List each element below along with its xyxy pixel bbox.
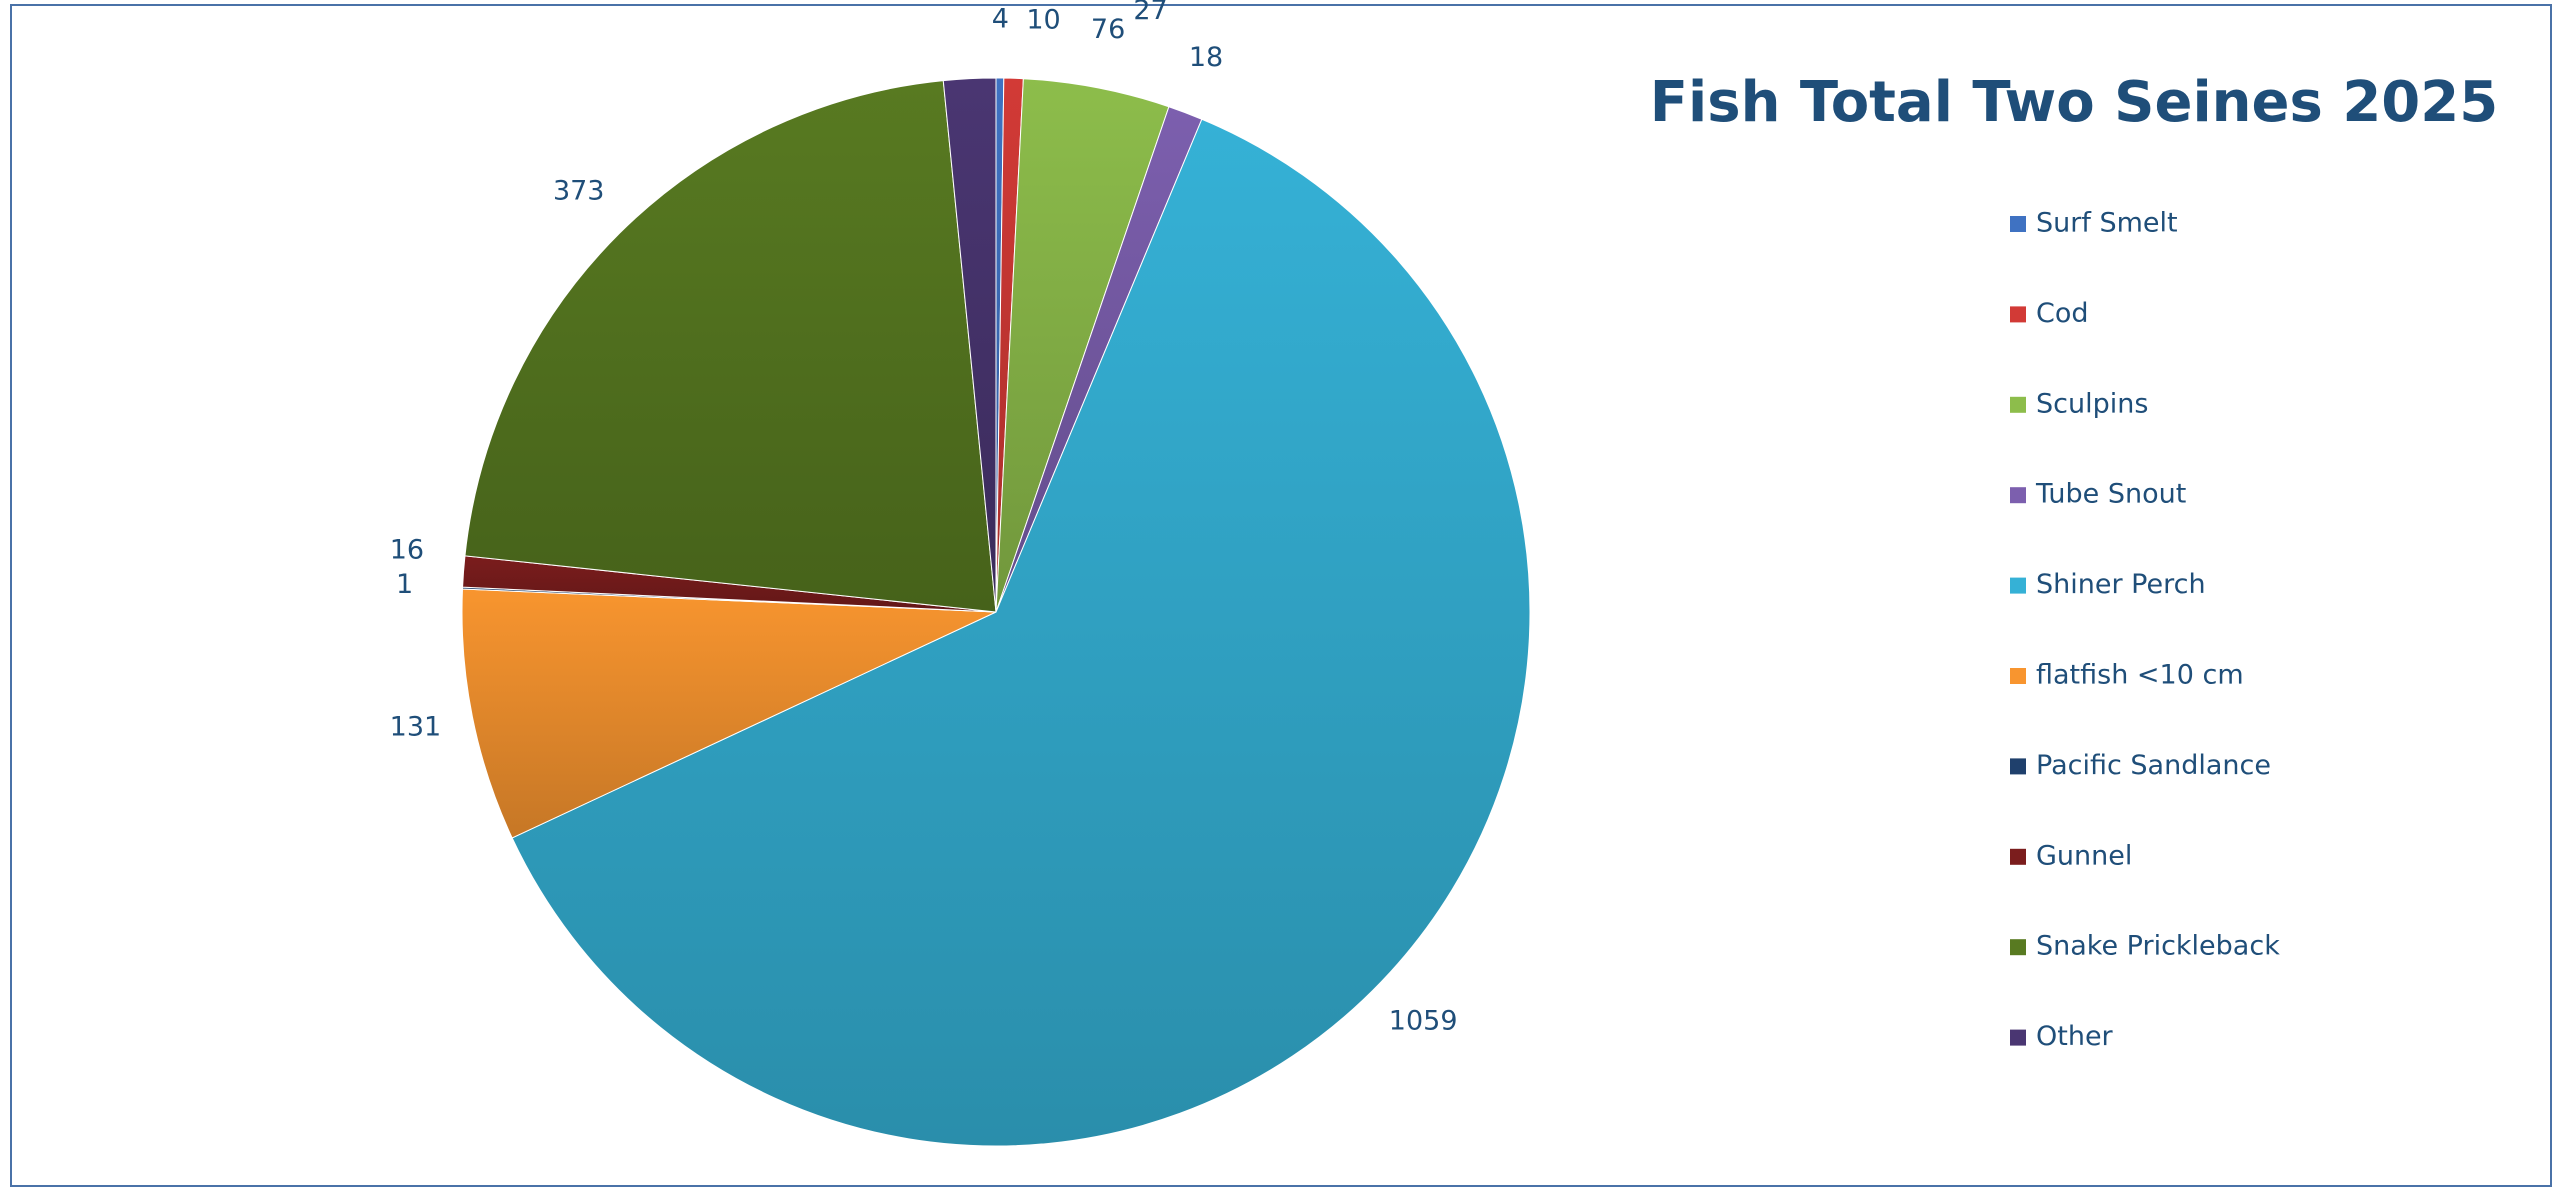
data-label: 373	[553, 176, 605, 207]
legend-label: Cod	[2036, 298, 2089, 329]
pie-slice	[464, 80, 997, 613]
data-label: 16	[390, 535, 424, 566]
data-label: 10	[1026, 5, 1060, 36]
pie-slice	[461, 588, 997, 839]
legend-label: Snake Prickleback	[2036, 931, 2280, 962]
pie-slice	[942, 77, 997, 613]
legend-label: flatfish <10 cm	[2036, 660, 2244, 691]
legend-swatch	[2010, 577, 2026, 594]
pie-slice	[511, 118, 1531, 1147]
data-label: 76	[1091, 14, 1125, 45]
legend-swatch	[2010, 758, 2026, 775]
data-label: 27	[1133, 0, 1167, 26]
legend-label: Shiner Perch	[2036, 569, 2206, 600]
legend-swatch	[2010, 487, 2026, 504]
data-label: 1059	[1389, 1005, 1458, 1036]
legend-swatch	[2010, 306, 2026, 323]
data-label: 4	[992, 4, 1009, 35]
legend-swatch	[2010, 668, 2026, 684]
data-label: 131	[390, 711, 442, 742]
legend-label: Sculpins	[2036, 388, 2148, 419]
chart-title: Fish Total Two Seines 2025	[1650, 70, 2498, 135]
legend-swatch	[2010, 939, 2026, 956]
legend-swatch	[2010, 848, 2026, 865]
legend-label: Pacific Sandlance	[2036, 750, 2271, 781]
data-label: 1	[396, 569, 413, 600]
legend-label: Surf Smelt	[2036, 208, 2178, 239]
legend-swatch	[2010, 1029, 2026, 1046]
legend-label: Other	[2036, 1021, 2114, 1052]
legend-swatch	[2010, 216, 2026, 232]
data-label: 18	[1189, 42, 1223, 73]
legend-swatch	[2010, 396, 2026, 413]
legend-label: Tube Snout	[2035, 479, 2186, 510]
legend-label: Gunnel	[2036, 840, 2132, 871]
